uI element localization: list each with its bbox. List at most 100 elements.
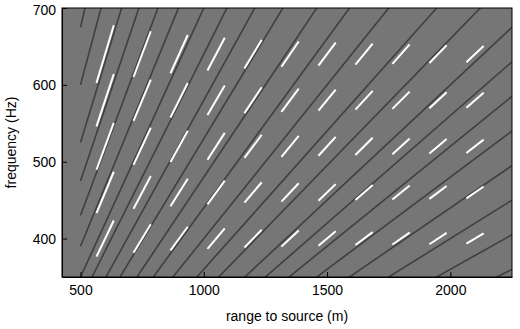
y-tick-label: 400 bbox=[33, 231, 57, 247]
segment bbox=[281, 41, 298, 66]
segment bbox=[355, 91, 372, 110]
segment bbox=[355, 232, 372, 245]
segment bbox=[392, 92, 409, 109]
striation bbox=[80, 8, 512, 277]
x-axis-title: range to source (m) bbox=[226, 308, 348, 324]
segment bbox=[207, 181, 224, 205]
segment bbox=[281, 136, 298, 157]
x-axis-line bbox=[63, 277, 513, 278]
chart: 500 1000 1500 2000 400 500 600 700 range to sour… bbox=[0, 0, 520, 329]
x-tick: 1500 bbox=[312, 272, 343, 298]
segment bbox=[97, 123, 114, 170]
segment bbox=[392, 233, 409, 245]
y-tick-mark bbox=[62, 8, 67, 9]
striation bbox=[80, 8, 512, 181]
y-tick-label: 700 bbox=[33, 2, 57, 18]
segment bbox=[281, 183, 298, 201]
striation bbox=[80, 8, 512, 277]
segment bbox=[170, 35, 187, 73]
segment bbox=[134, 224, 151, 253]
y-tick-mark bbox=[62, 162, 67, 163]
segment bbox=[429, 139, 446, 154]
segment bbox=[355, 185, 372, 200]
segment bbox=[207, 228, 224, 248]
y-tick: 600 bbox=[33, 77, 67, 93]
striation bbox=[80, 27, 512, 277]
segment bbox=[244, 135, 261, 158]
segment bbox=[318, 90, 335, 111]
segment bbox=[97, 25, 114, 83]
y-axis-title: frequency (Hz) bbox=[3, 97, 19, 189]
segment bbox=[244, 182, 261, 202]
plot: 500 1000 1500 2000 400 500 600 700 bbox=[33, 0, 513, 329]
segment bbox=[97, 221, 114, 257]
segment bbox=[170, 179, 187, 206]
segment bbox=[281, 231, 298, 247]
y-axis-line bbox=[62, 9, 63, 278]
segment bbox=[466, 233, 483, 243]
plot-frame bbox=[62, 8, 512, 277]
x-tick-label: 500 bbox=[69, 282, 93, 298]
striation bbox=[80, 8, 512, 277]
y-tick: 500 bbox=[33, 154, 67, 170]
x-tick-mark bbox=[80, 272, 81, 277]
x-tick-label: 1000 bbox=[189, 282, 220, 298]
segment bbox=[97, 172, 114, 213]
y-axis: 400 500 600 700 bbox=[33, 2, 67, 278]
segment bbox=[429, 186, 446, 199]
y-tick-label: 500 bbox=[33, 154, 57, 170]
x-tick-mark bbox=[204, 272, 205, 277]
segment bbox=[429, 92, 446, 108]
x-tick-mark bbox=[450, 272, 451, 277]
segment bbox=[134, 176, 151, 209]
y-tick-mark bbox=[62, 85, 67, 86]
segment bbox=[429, 233, 446, 244]
segment bbox=[207, 85, 224, 115]
y-tick-label: 600 bbox=[33, 77, 57, 93]
x-tick-label: 2000 bbox=[435, 282, 466, 298]
striation bbox=[80, 8, 512, 27]
segment bbox=[429, 45, 446, 63]
segment bbox=[134, 31, 151, 77]
segment bbox=[355, 138, 372, 155]
segment bbox=[466, 46, 483, 62]
y-tick-mark bbox=[62, 239, 67, 240]
segment bbox=[466, 93, 483, 108]
y-tick: 700 bbox=[33, 2, 67, 18]
segment bbox=[318, 231, 335, 246]
segment bbox=[281, 89, 298, 112]
y-tick: 400 bbox=[33, 231, 67, 247]
segment bbox=[170, 227, 187, 251]
segment bbox=[466, 187, 483, 199]
segment bbox=[97, 74, 114, 126]
segment bbox=[207, 38, 224, 71]
striation bbox=[80, 8, 512, 246]
x-tick: 2000 bbox=[435, 272, 466, 298]
segment bbox=[170, 131, 187, 162]
striation bbox=[80, 8, 512, 216]
segment bbox=[318, 137, 335, 156]
segment bbox=[318, 43, 335, 66]
segment bbox=[134, 80, 151, 121]
striation bbox=[80, 8, 512, 277]
x-axis: 500 1000 1500 2000 bbox=[63, 272, 513, 298]
striation bbox=[80, 131, 512, 277]
segment bbox=[244, 87, 261, 113]
striation bbox=[80, 166, 512, 277]
segment bbox=[392, 185, 409, 199]
x-tick-mark bbox=[327, 272, 328, 277]
segment bbox=[466, 140, 483, 153]
segment bbox=[244, 40, 261, 69]
segment bbox=[318, 184, 335, 201]
x-tick: 1000 bbox=[189, 272, 220, 298]
x-tick: 500 bbox=[69, 272, 93, 298]
segment bbox=[170, 83, 187, 117]
segment bbox=[244, 230, 261, 248]
segment bbox=[392, 44, 409, 63]
segment bbox=[134, 128, 151, 165]
striation bbox=[80, 8, 512, 85]
x-tick-label: 1500 bbox=[312, 282, 343, 298]
segment bbox=[207, 133, 224, 160]
striation bbox=[80, 8, 512, 143]
segment bbox=[355, 44, 372, 65]
